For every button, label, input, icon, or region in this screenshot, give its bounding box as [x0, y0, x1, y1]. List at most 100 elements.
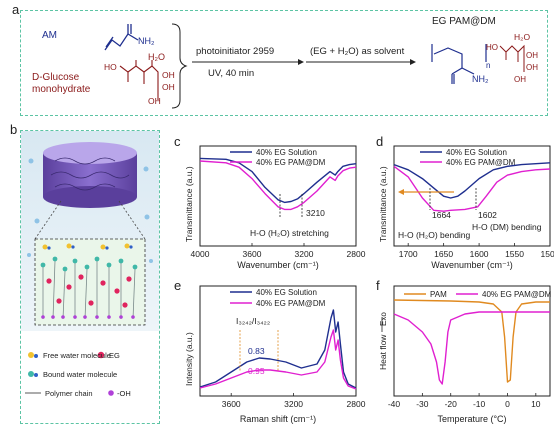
chart-d-xtick-label-2: 1650: [434, 249, 453, 259]
glucose-ho-label: HO: [104, 62, 117, 72]
chart-e-plot-frame: [199, 285, 357, 397]
product-oh-label-2: OH: [526, 63, 538, 72]
chart-f-series-2-line: [393, 311, 550, 385]
chart-e-ylabel: Intensity (a.u.): [184, 332, 194, 386]
chart-e-legend-label-1: 40% EG Solution: [256, 288, 317, 297]
glucose-oh-label-3: OH: [148, 96, 161, 106]
chart-e-annotation-pam-ratio: 0.95: [248, 366, 265, 376]
chart-d-legend: 40% EG Solution 40% EG PAM@DM: [420, 148, 516, 167]
chart-f-ylabel: Heat flow: [378, 334, 388, 370]
chart-c: 4000 3600 3200 2800 40% EG Solution 40% EG …: [184, 145, 366, 270]
chart-d-plot-frame: [393, 145, 551, 247]
chart-d-xtick-label-5: 1500: [541, 249, 554, 259]
chart-d-series-1-line: [393, 162, 551, 199]
free-water-icon: [28, 352, 38, 358]
product-oh-label-1: OH: [526, 51, 538, 60]
eg-dot-icon: [97, 351, 105, 359]
chart-d-xlabel: Wavenumber (cm⁻¹): [431, 260, 512, 270]
legend-label-eg: EG: [109, 351, 120, 360]
chart-f-legend: PAM 40% EG PAM@DM: [404, 290, 552, 299]
floating-water-molecules: [27, 158, 153, 263]
chart-e-series-2-line: [199, 329, 357, 390]
zoom-box: [34, 238, 146, 326]
chart-c-xtick-label-1: 4000: [191, 249, 210, 259]
chart-c-plot-frame: [199, 145, 357, 247]
chart-c-xtick-label-2: 3600: [243, 249, 262, 259]
chart-c-series-1-line: [199, 157, 357, 204]
bound-water-icon: [28, 371, 38, 377]
chart-d-legend-label-1: 40% EG Solution: [446, 148, 507, 157]
legend-label-polymer-chain: Polymer chain: [45, 389, 93, 398]
chart-e: 3600 3200 2800 40% EG Solution 40% EG PAM@…: [184, 285, 366, 424]
panel-a-letter: a: [12, 2, 20, 17]
chart-f-legend-label-2: 40% EG PAM@DM: [482, 290, 552, 299]
arrow1-bottom-label: UV, 40 min: [208, 68, 254, 79]
panel-f-letter: f: [376, 278, 380, 293]
arrow1-top-label: photoinitiator 2959: [196, 46, 274, 57]
chart-d-annotation-1602: 1602: [478, 210, 497, 220]
chart-c-xlabel: Wavenumber (cm⁻¹): [237, 260, 318, 270]
chart-e-legend-label-2: 40% EG PAM@DM: [256, 299, 326, 308]
acrylamide-structure: [104, 24, 139, 51]
panel-d-letter: d: [376, 134, 384, 149]
product-h2o-label: H₂O: [514, 32, 530, 42]
chart-c-xtick-label-3: 3200: [295, 249, 314, 259]
chart-f-xtick-label-6: 10: [531, 399, 541, 409]
chart-f-xtick-label-1: -40: [388, 399, 401, 409]
zoom-polymer-chains: [42, 260, 136, 320]
chart-d-annotation-dm-bending: H-O (DM) bending: [472, 222, 542, 232]
panel-b-letter: b: [10, 122, 18, 137]
panel-e-letter: e: [174, 278, 182, 293]
zoom-oh-groups: [41, 315, 135, 319]
chart-e-xtick-label-3: 2800: [347, 399, 366, 409]
chart-f-xtick-label-4: -10: [473, 399, 486, 409]
panel-a-scheme: AM NH₂ D-Glucose monohydrate H₂O HO OH O…: [32, 16, 538, 109]
chart-f-xlabel: Temperature (°C): [437, 414, 506, 424]
product-glucose-structure: [499, 44, 525, 72]
oh-dot-icon: [108, 390, 114, 396]
glucose-label-line1: D-Glucose: [32, 72, 80, 83]
chart-c-legend: 40% EG Solution 40% EG PAM@DM: [230, 148, 326, 167]
chart-d-orange-arrowhead: [398, 189, 404, 195]
chart-d-series-2-line: [393, 165, 551, 212]
zoom-free-water: [42, 243, 133, 250]
chart-f-legend-label-1: PAM: [430, 290, 447, 299]
chart-d: 1700 1650 1600 1550 1500 40% EG Solution 40%…: [378, 145, 554, 270]
chart-f-series-1-line: [393, 299, 550, 383]
glucose-oh-label-2: OH: [162, 82, 175, 92]
product-title: EG PAM@DM: [432, 16, 496, 27]
product-ho-label: HO: [486, 43, 498, 52]
am-label: AM: [42, 30, 57, 41]
am-nh2-label: NH₂: [138, 36, 155, 46]
reactant-brace: [171, 23, 188, 109]
chart-d-annotation-1664: 1664: [432, 210, 451, 220]
chart-c-legend-label-1: 40% EG Solution: [256, 148, 317, 157]
chart-d-ylabel: Transmittance (a.u.): [378, 166, 388, 242]
chart-f-xtick-label-3: -20: [445, 399, 458, 409]
product-oh-label-3: OH: [514, 75, 526, 84]
chart-e-legend: 40% EG Solution 40% EG PAM@DM: [230, 288, 326, 308]
glucose-label-line2: monohydrate: [32, 84, 91, 95]
chart-f-plot-frame: [393, 285, 551, 397]
arrow2-top-label: (EG + H₂O) as solvent: [310, 46, 405, 57]
pam-structure: [431, 44, 487, 84]
chart-e-annotation-solution-ratio: 0.83: [248, 346, 265, 356]
zoom-eg-molecules: [46, 274, 132, 308]
chart-e-xtick-label-1: 3600: [222, 399, 241, 409]
chart-d-xtick-label-3: 1600: [470, 249, 489, 259]
chart-c-annotation-stretching: H-O (H₂O) stretching: [250, 228, 329, 238]
chart-e-xlabel: Raman shift (cm⁻¹): [240, 414, 316, 424]
panel-c-letter: c: [174, 134, 181, 149]
pam-nh2-label: NH₂: [472, 74, 489, 84]
chart-f-xtick-label-2: -30: [416, 399, 429, 409]
legend-label-free-water: Free water molecule: [43, 351, 111, 360]
zoom-bound-water: [40, 256, 138, 272]
pam-n-label: n: [486, 61, 490, 70]
chart-e-annotation-ratio: I₃₂₄₂/I₃₄₂₂: [236, 316, 270, 326]
arrow1-head: [298, 59, 304, 65]
hydrogel-cylinder: [43, 142, 137, 208]
panel-b-illustration: Free water molecule EG Bound water molec…: [21, 131, 159, 398]
chart-c-series-2-line: [199, 160, 357, 211]
chart-c-ylabel: Transmittance (a.u.): [184, 166, 194, 242]
chart-f-xtick-label-5: 0: [505, 399, 510, 409]
